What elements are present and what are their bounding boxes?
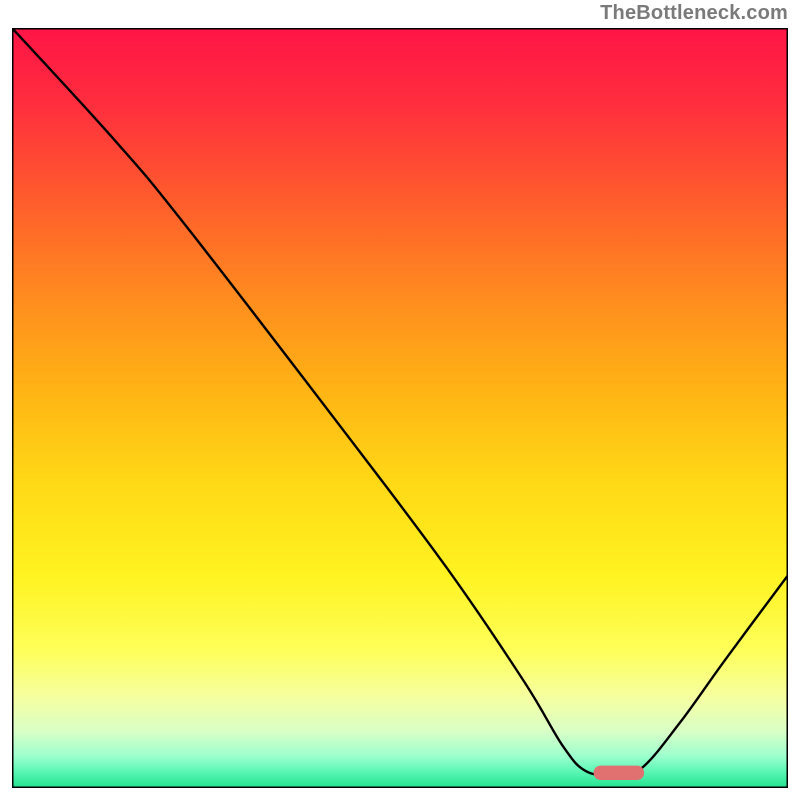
watermark-text: TheBottleneck.com (600, 2, 788, 25)
optimal-range-marker (594, 766, 644, 780)
gradient-rect (12, 28, 788, 788)
chart-svg (12, 28, 788, 788)
chart-plot-area (12, 28, 788, 788)
